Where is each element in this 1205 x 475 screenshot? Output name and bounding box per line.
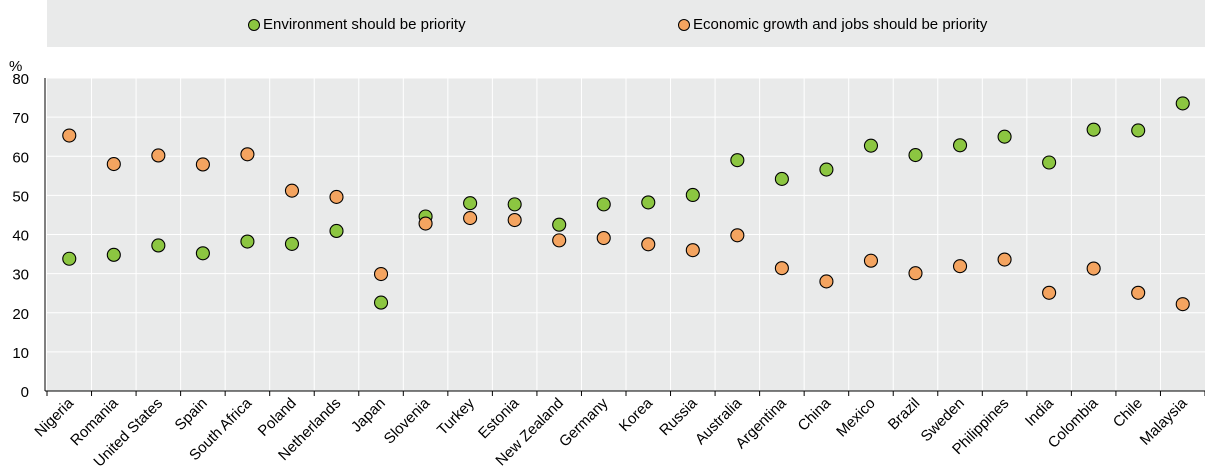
point-environment-3 — [195, 246, 210, 261]
x-tick-label-17: China — [795, 394, 835, 434]
point-environment-11 — [552, 217, 567, 232]
point-environment-9 — [463, 196, 478, 211]
point-economic-0 — [62, 128, 77, 143]
x-tick-label-18: Mexico — [833, 395, 879, 441]
x-tick-label-12: Germany — [556, 394, 612, 450]
point-environment-4 — [240, 234, 255, 249]
point-environment-23 — [1086, 122, 1101, 137]
x-tick-label-9: Turkey — [434, 394, 478, 438]
y-tick-label-80: 80 — [12, 71, 29, 88]
point-economic-6 — [329, 189, 344, 204]
point-economic-25 — [1175, 297, 1190, 312]
point-economic-11 — [552, 233, 567, 248]
point-environment-25 — [1175, 96, 1190, 111]
point-economic-7 — [373, 266, 389, 282]
legend-marker-economic — [678, 19, 690, 31]
point-economic-10 — [507, 212, 522, 228]
point-economic-17 — [819, 274, 834, 289]
point-environment-2 — [151, 238, 166, 253]
x-tick-label-3: Spain — [172, 395, 211, 434]
marks — [62, 96, 1190, 312]
point-economic-9 — [463, 211, 478, 226]
x-tick-label-19: Brazil — [885, 395, 924, 434]
point-environment-24 — [1131, 123, 1146, 138]
y-tick-label-10: 10 — [12, 345, 29, 362]
point-economic-16 — [774, 261, 789, 276]
legend-label-economic: Economic growth and jobs should be prior… — [693, 16, 988, 33]
x-tick-label-13: Korea — [616, 394, 657, 435]
legend-item-environment: Environment should be priority — [248, 16, 466, 34]
point-environment-20 — [952, 138, 968, 153]
point-economic-5 — [284, 183, 300, 198]
y-tick-label-70: 70 — [12, 110, 29, 127]
point-economic-1 — [106, 157, 121, 172]
y-tick-label-60: 60 — [12, 149, 29, 166]
point-economic-22 — [1042, 285, 1057, 300]
point-economic-23 — [1086, 261, 1101, 276]
point-economic-20 — [952, 259, 968, 274]
y-tick-label-0: 0 — [21, 384, 29, 401]
legend-label-environment: Environment should be priority — [263, 16, 466, 33]
grid — [47, 77, 1205, 391]
point-economic-15 — [730, 228, 745, 243]
point-environment-7 — [373, 295, 389, 310]
point-economic-18 — [863, 253, 879, 268]
x-tick-label-22: India — [1022, 394, 1057, 429]
x-tick-label-7: Japan — [348, 395, 389, 436]
legend-item-economic: Economic growth and jobs should be prior… — [678, 16, 987, 34]
point-economic-4 — [240, 147, 255, 162]
legend: Environment should be priority Economic … — [47, 0, 1205, 47]
point-economic-21 — [997, 252, 1012, 267]
x-tick-label-24: Chile — [1110, 395, 1146, 431]
point-environment-12 — [596, 197, 611, 212]
x-tick-label-23: Colombia — [1045, 394, 1102, 451]
x-tick-label-8: Slovenia — [381, 394, 434, 447]
point-economic-24 — [1131, 285, 1146, 300]
point-environment-13 — [641, 195, 656, 210]
point-environment-10 — [507, 197, 522, 212]
point-environment-5 — [284, 236, 300, 251]
point-economic-12 — [596, 230, 611, 246]
point-environment-6 — [329, 223, 344, 239]
y-tick-label-40: 40 — [12, 228, 29, 245]
point-environment-18 — [863, 138, 879, 153]
point-economic-8 — [418, 216, 433, 231]
y-unit-label: % — [9, 58, 22, 75]
point-environment-1 — [106, 247, 121, 262]
point-environment-22 — [1042, 155, 1057, 170]
point-environment-17 — [819, 162, 834, 177]
point-environment-21 — [997, 129, 1012, 144]
y-tick-label-30: 30 — [12, 267, 29, 284]
point-economic-14 — [685, 243, 700, 258]
legend-marker-environment — [248, 19, 260, 31]
point-environment-15 — [730, 153, 745, 168]
point-environment-16 — [774, 171, 789, 186]
y-tick-label-50: 50 — [12, 188, 29, 205]
point-economic-2 — [151, 148, 166, 163]
point-environment-14 — [685, 187, 700, 203]
point-environment-19 — [908, 148, 923, 163]
point-environment-0 — [62, 251, 77, 266]
point-economic-13 — [641, 237, 656, 252]
point-economic-3 — [195, 157, 210, 172]
point-economic-19 — [908, 266, 923, 281]
x-tick-label-25: Malaysia — [1137, 394, 1191, 448]
y-tick-label-20: 20 — [12, 306, 29, 323]
